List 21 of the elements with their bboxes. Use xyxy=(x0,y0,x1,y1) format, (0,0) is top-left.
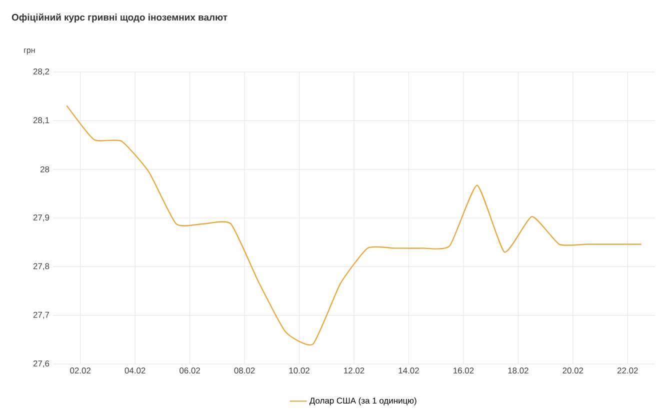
y-tick-label: 27,9 xyxy=(33,214,50,222)
x-tick-label: 12.02 xyxy=(344,368,364,374)
y-tick-label: 27,7 xyxy=(33,312,50,319)
x-tick-label: 08.02 xyxy=(234,368,255,374)
y-tick-label: 27,8 xyxy=(33,263,50,270)
x-tick-label: 22.02 xyxy=(617,368,638,374)
x-tick-label: 18.02 xyxy=(508,368,528,374)
x-tick-label: 20.02 xyxy=(562,368,584,374)
legend-label: Долар США (за 1 одиницю) xyxy=(309,397,416,406)
line-series xyxy=(66,104,642,345)
x-tick-label: 16.02 xyxy=(454,368,474,374)
y-tick-label: 28 xyxy=(40,166,50,172)
x-tick-label: 14.02 xyxy=(398,368,419,374)
x-tick-label: 04.02 xyxy=(124,368,146,374)
y-tick-label: 27,6 xyxy=(33,360,50,368)
chart-title: Офіційний курс гривні щодо іноземних валют xyxy=(12,13,228,23)
x-tick-label: 06.02 xyxy=(180,368,200,374)
x-tick-label: 10.02 xyxy=(289,368,310,374)
x-tick-label: 02.02 xyxy=(70,368,91,374)
y-tick-label: 28,1 xyxy=(33,117,50,124)
y-tick-label: 28,2 xyxy=(33,68,50,76)
